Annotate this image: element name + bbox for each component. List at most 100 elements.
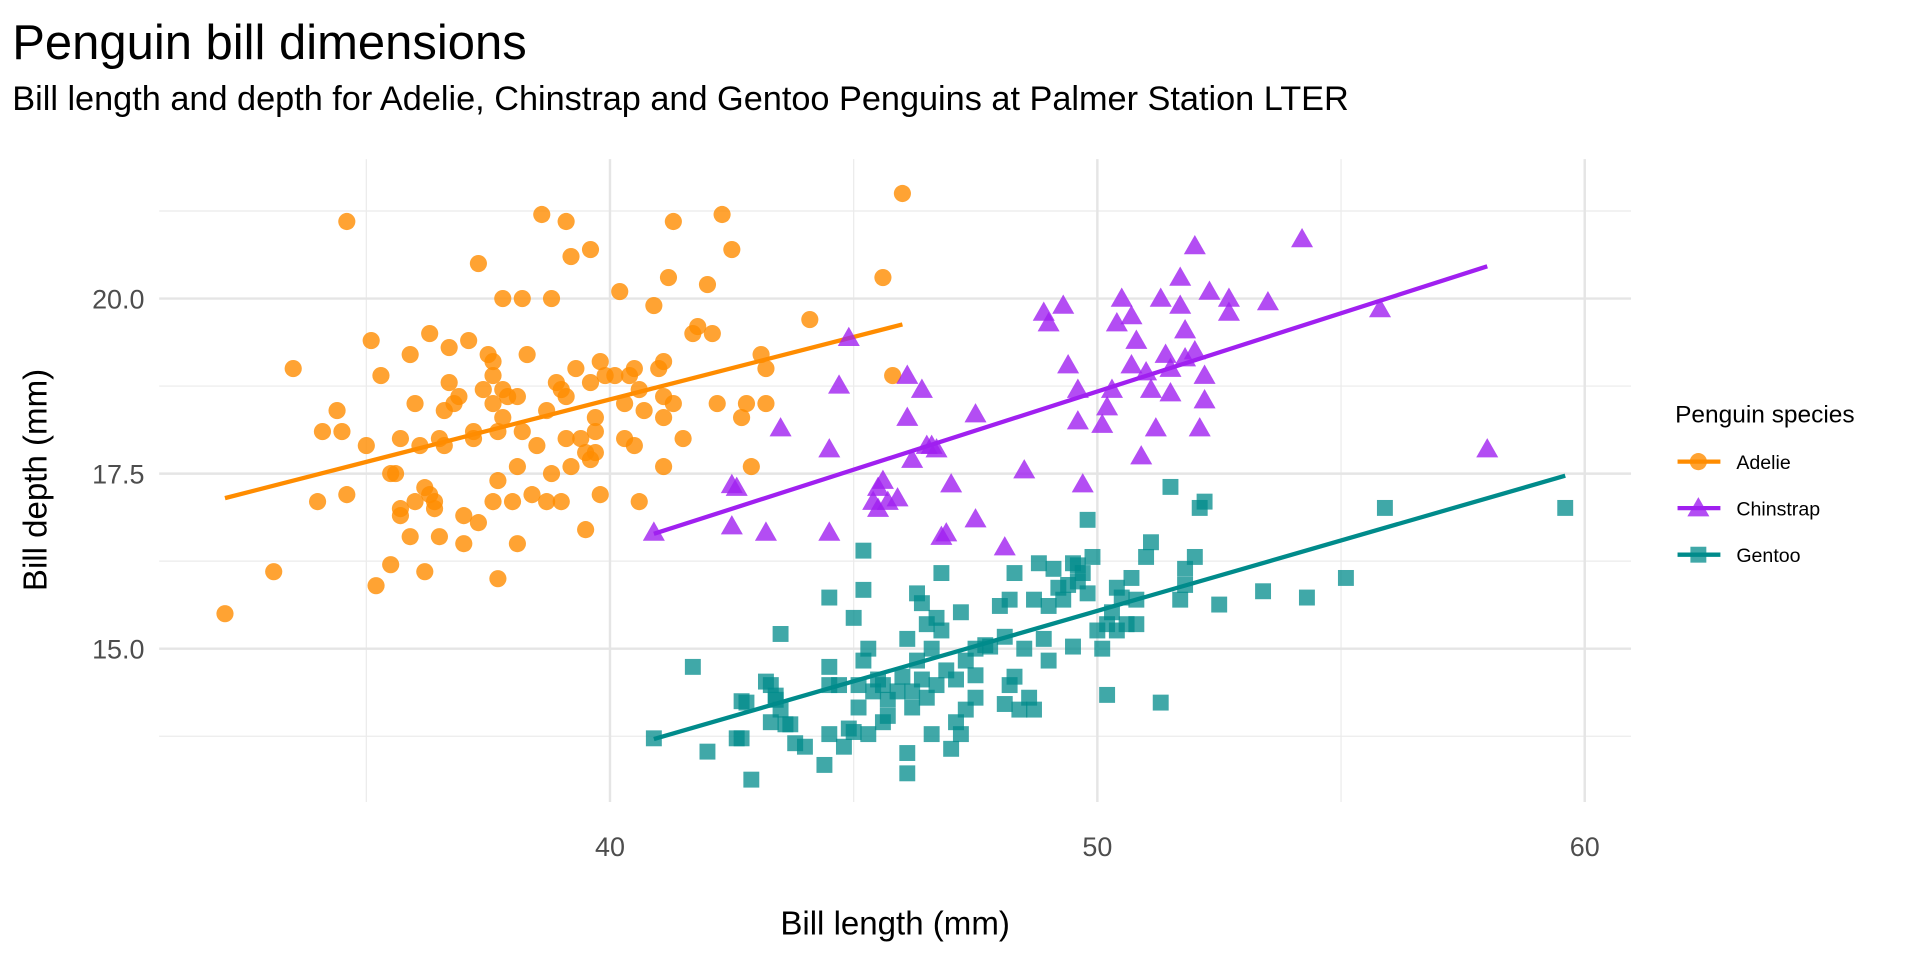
- gentoo-point: [933, 565, 950, 582]
- adelie-point: [630, 381, 648, 399]
- gentoo-point: [1035, 630, 1052, 647]
- chinstrap-point: [1476, 438, 1499, 458]
- gentoo-point: [1030, 555, 1047, 572]
- gentoo-point: [1040, 598, 1057, 614]
- adelie-point: [333, 423, 351, 441]
- gentoo-point: [845, 609, 862, 626]
- adelie-point: [733, 409, 751, 427]
- chinstrap-point: [754, 521, 777, 541]
- adelie-point: [489, 423, 507, 441]
- adelie-point: [552, 493, 570, 511]
- adelie-point: [528, 437, 546, 455]
- gentoo-point: [952, 604, 969, 621]
- chinstrap-point: [1139, 378, 1162, 398]
- gentoo-point: [1113, 589, 1130, 606]
- gentoo-point: [1298, 589, 1315, 606]
- chinstrap-point: [993, 536, 1016, 556]
- adelie-point: [216, 605, 234, 623]
- chinstrap-point: [1174, 347, 1197, 367]
- legend-label-adelie: Adelie: [1736, 452, 1791, 474]
- adelie-point: [557, 430, 575, 448]
- gentoo-point: [1006, 565, 1023, 582]
- gentoo-point: [996, 628, 1013, 645]
- adelie-point: [874, 268, 892, 287]
- adelie-point: [309, 493, 327, 511]
- chinstrap-point: [896, 364, 919, 384]
- adelie-point: [533, 205, 551, 224]
- adelie-point: [713, 205, 731, 224]
- adelie-point: [538, 493, 556, 511]
- gentoo-point: [1079, 585, 1096, 602]
- gentoo-point: [899, 630, 916, 647]
- adelie-point: [630, 493, 648, 511]
- adelie-point: [406, 493, 424, 511]
- adelie-point: [338, 486, 356, 504]
- chinstrap-point: [837, 326, 860, 347]
- y-tick-label: 17.5: [92, 459, 144, 489]
- adelie-point: [416, 563, 434, 581]
- gentoo-point: [796, 738, 813, 755]
- gentoo-point: [967, 667, 984, 684]
- adelie-point: [586, 423, 604, 441]
- legend-title: Penguin species: [1675, 401, 1855, 428]
- gentoo-point: [913, 671, 930, 688]
- adelie-point: [372, 366, 390, 385]
- gentoo-point: [1094, 640, 1111, 657]
- chinstrap-point: [1291, 227, 1314, 248]
- chinstrap-point: [1154, 343, 1177, 363]
- adelie-point: [616, 395, 634, 413]
- chinstrap-point: [1183, 234, 1206, 255]
- chinstrap-point: [871, 469, 894, 489]
- gentoo-point: [831, 677, 848, 694]
- adelie-point: [513, 289, 531, 308]
- gentoo-point: [1162, 478, 1179, 495]
- adelie-point: [606, 366, 624, 385]
- chinstrap-point: [1256, 291, 1279, 311]
- adelie-point: [572, 430, 590, 448]
- adelie-point: [489, 570, 507, 588]
- gentoo-point: [1016, 640, 1033, 657]
- chinstrap-point: [1057, 354, 1080, 374]
- gentoo-point: [1026, 591, 1042, 608]
- chinstrap-point: [1052, 294, 1075, 314]
- chinstrap-point: [1217, 287, 1240, 307]
- legend-key-triangle-icon: [1687, 497, 1710, 517]
- chinstrap-point: [1120, 305, 1143, 325]
- gentoo-point: [1079, 511, 1096, 528]
- adelie-point: [265, 563, 283, 581]
- gentoo-point: [1177, 576, 1194, 593]
- adelie-point: [484, 352, 502, 371]
- adelie-point: [581, 240, 600, 259]
- gentoo-point: [1065, 638, 1081, 655]
- chinstrap-point: [720, 515, 743, 535]
- gentoo-point: [923, 640, 940, 657]
- gentoo-point: [699, 743, 716, 760]
- adelie-point: [698, 275, 717, 294]
- gentoo-point: [860, 640, 877, 657]
- gentoo-point: [855, 581, 872, 598]
- gentoo-point: [967, 689, 984, 706]
- adelie-point: [391, 430, 409, 448]
- chinstrap-point: [1149, 287, 1172, 307]
- adelie-point: [464, 430, 483, 448]
- chinstrap-point: [1091, 413, 1114, 433]
- adelie-point: [708, 395, 726, 413]
- adelie-point: [611, 282, 629, 301]
- chinstrap-point: [886, 487, 909, 507]
- x-tick-label: 60: [1570, 832, 1600, 862]
- adelie-point: [635, 402, 653, 420]
- chart-subtitle: Bill length and depth for Adelie, Chinst…: [12, 80, 1349, 118]
- gentoo-point: [928, 609, 945, 626]
- chinstrap-point: [1193, 389, 1216, 409]
- adelie-point: [523, 486, 541, 504]
- gentoo-point: [1128, 616, 1145, 633]
- adelie-point: [655, 409, 673, 427]
- chinstrap-point: [1120, 354, 1143, 374]
- chinstrap-regression-line: [653, 264, 1488, 536]
- adelie-point: [430, 528, 448, 546]
- y-axis-title: Bill depth (mm): [18, 369, 55, 591]
- y-tick-label: 20.0: [92, 284, 144, 314]
- gentoo-point: [879, 707, 896, 724]
- chinstrap-point: [1144, 417, 1167, 437]
